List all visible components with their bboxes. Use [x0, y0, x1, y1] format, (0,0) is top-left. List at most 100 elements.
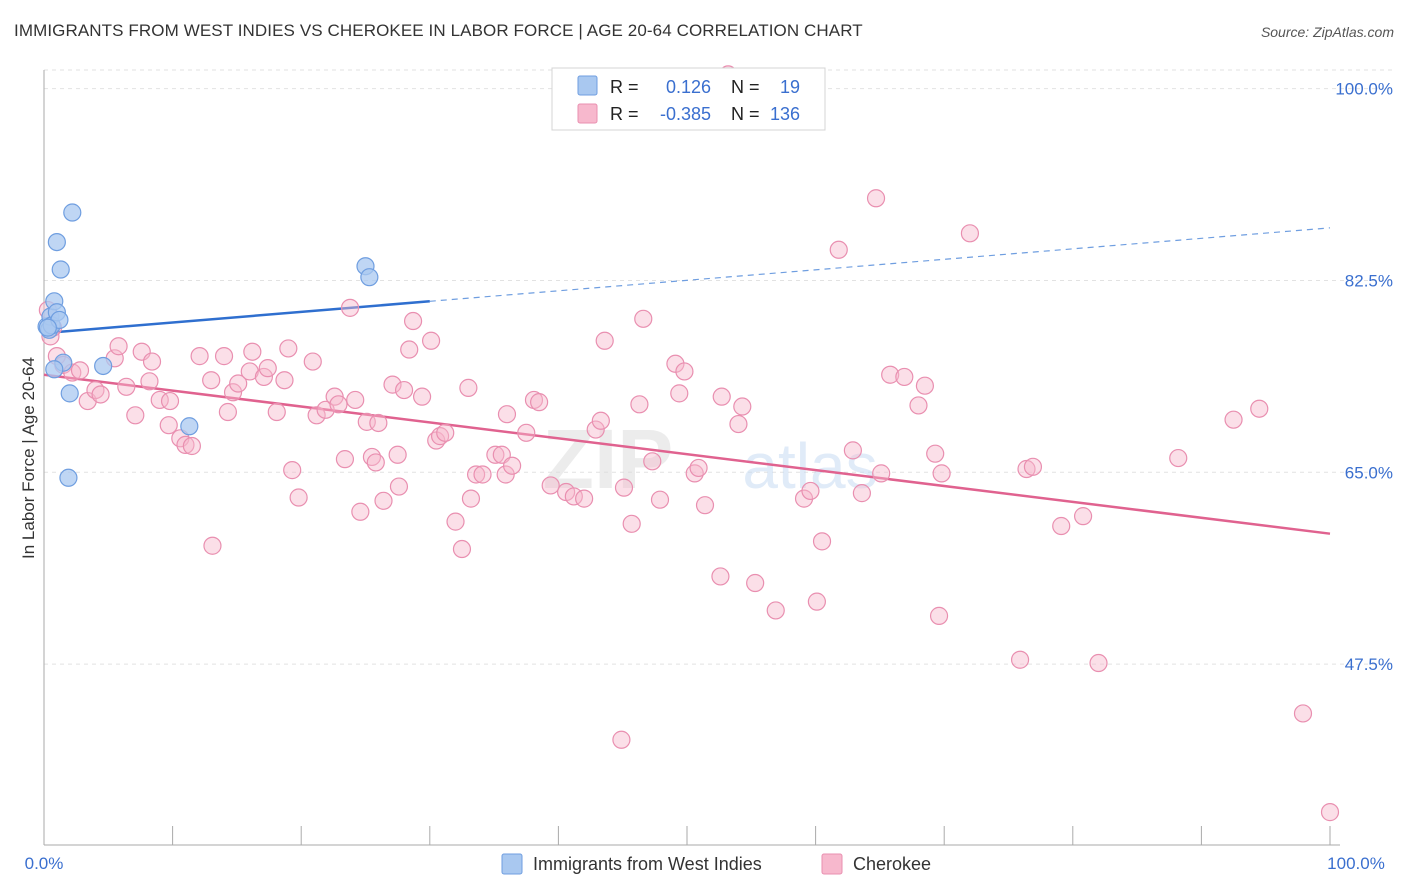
data-point-cherokee: [733, 397, 752, 416]
data-point-cherokee: [374, 491, 393, 510]
data-points: [37, 65, 1340, 822]
data-point-cherokee: [214, 347, 234, 366]
data-point-cherokee: [872, 464, 891, 483]
data-point-cherokee: [275, 371, 294, 390]
data-point-cherokee: [895, 367, 914, 387]
data-point-cherokee: [340, 298, 360, 317]
data-point-cherokee: [430, 427, 450, 446]
data-point-cherokee: [461, 489, 481, 508]
y-tick-labels: 47.5% 65.0% 82.5% 100.0%: [1335, 80, 1393, 674]
trend-line-extension: [429, 227, 1331, 302]
legend-r-value-1: 0.126: [666, 77, 711, 97]
data-point-cherokee: [852, 484, 871, 503]
data-point-cherokee: [436, 423, 455, 442]
data-point-west-indies: [38, 318, 57, 337]
legend-swatch-west-indies: [577, 75, 598, 96]
data-point-cherokee: [1169, 448, 1188, 468]
data-point-cherokee: [190, 347, 209, 366]
data-point-cherokee: [459, 378, 478, 397]
data-point-cherokee: [70, 361, 90, 380]
data-point-cherokee: [829, 240, 848, 259]
data-point-west-indies: [59, 468, 78, 487]
data-point-cherokee: [412, 387, 432, 406]
data-point-cherokee: [400, 340, 419, 359]
y-tick-label: 65.0%: [1345, 463, 1393, 482]
bottom-legend: Immigrants from West Indies Cherokee: [501, 853, 931, 875]
data-point-cherokee: [801, 481, 820, 501]
data-point-west-indies: [45, 360, 64, 379]
data-point-cherokee: [160, 391, 180, 411]
axes: [43, 70, 1340, 846]
legend-n-label-1: N =: [731, 77, 760, 97]
data-point-cherokee: [421, 331, 441, 350]
data-point-cherokee: [240, 362, 259, 381]
data-point-west-indies: [180, 417, 199, 436]
data-point-cherokee: [351, 502, 370, 521]
trend-line-west-indies: [43, 300, 430, 335]
data-point-cherokee: [1224, 410, 1243, 429]
x-tick-label-min: 0.0%: [25, 854, 64, 873]
data-point-cherokee: [932, 464, 951, 483]
data-point-cherokee: [1293, 704, 1313, 723]
data-point-cherokee: [1010, 650, 1030, 669]
data-point-west-indies: [360, 268, 379, 287]
data-point-cherokee: [446, 512, 465, 531]
data-point-cherokee: [394, 380, 414, 400]
stats-legend: R = 0.126 N = 19 R = -0.385 N = 136: [551, 67, 826, 131]
data-point-cherokee: [630, 395, 649, 414]
data-point-cherokee: [346, 390, 365, 410]
data-point-cherokee: [258, 359, 277, 378]
data-point-cherokee: [866, 189, 886, 208]
data-point-cherokee: [142, 352, 162, 371]
data-point-cherokee: [366, 453, 385, 472]
data-point-cherokee: [881, 365, 900, 384]
data-point-cherokee: [176, 435, 195, 454]
data-point-cherokee: [541, 476, 560, 495]
data-point-cherokee: [159, 416, 178, 435]
data-point-west-indies: [63, 203, 82, 222]
data-point-cherokee: [1073, 507, 1093, 526]
bottom-legend-swatch-west-indies: [501, 853, 523, 875]
data-point-cherokee: [530, 393, 549, 412]
x-ticks: [172, 826, 1331, 845]
data-point-cherokee: [1089, 653, 1108, 673]
data-point-cherokee: [403, 311, 423, 331]
data-point-cherokee: [202, 371, 221, 390]
data-point-cherokee: [452, 539, 472, 559]
y-tick-label: 82.5%: [1345, 271, 1393, 290]
data-point-cherokee: [591, 411, 610, 430]
data-point-cherokee: [766, 601, 785, 620]
data-point-cherokee: [182, 436, 201, 456]
legend-n-value-1: 19: [780, 77, 800, 97]
data-point-cherokee: [369, 413, 388, 433]
data-point-cherokee: [117, 377, 136, 396]
data-point-cherokee: [915, 376, 935, 395]
data-point-cherokee: [622, 514, 641, 533]
data-point-cherokee: [843, 441, 862, 460]
data-point-cherokee: [486, 445, 505, 464]
data-point-cherokee: [612, 730, 631, 749]
data-point-cherokee: [711, 567, 730, 586]
data-point-cherokee: [1023, 457, 1043, 476]
data-point-cherokee: [335, 450, 355, 469]
legend-r-label-2: R =: [610, 104, 639, 124]
data-point-cherokee: [746, 573, 765, 593]
legend-n-label-2: N =: [731, 104, 760, 124]
trend-lines: [43, 227, 1331, 535]
data-point-cherokee: [503, 456, 522, 475]
data-point-cherokee: [218, 402, 237, 422]
watermark-zip: ZIP: [543, 412, 674, 506]
data-point-cherokee: [223, 383, 243, 402]
data-point-cherokee: [695, 496, 715, 515]
y-tick-label: 100.0%: [1335, 80, 1393, 99]
data-point-cherokee: [929, 606, 949, 625]
bottom-legend-label-cherokee: Cherokee: [853, 854, 931, 874]
trend-line-cherokee: [43, 373, 1331, 535]
source-credit: Source: ZipAtlas.com: [1260, 24, 1394, 40]
data-point-cherokee: [307, 406, 326, 425]
data-point-cherokee: [283, 461, 302, 480]
data-point-cherokee: [586, 420, 605, 439]
y-tick-label: 47.5%: [1345, 655, 1393, 674]
chart-title: IMMIGRANTS FROM WEST INDIES VS CHEROKEE …: [14, 21, 863, 40]
